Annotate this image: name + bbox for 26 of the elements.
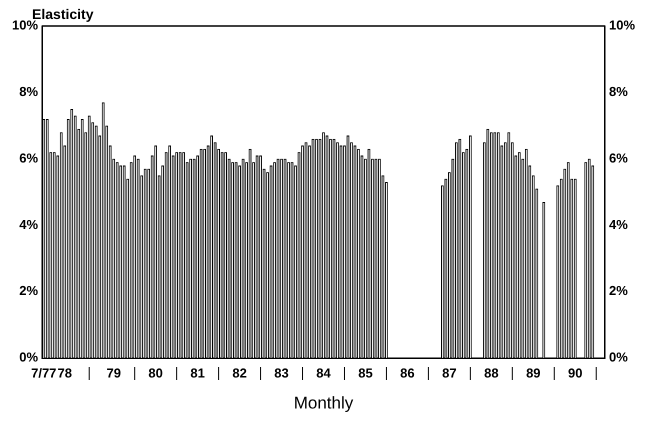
y2-tick-label: 2% <box>608 283 628 298</box>
y-tick-label: 8% <box>19 84 38 99</box>
x-tick-label: 79 <box>106 365 121 380</box>
x-tick-label: 89 <box>526 365 541 380</box>
x-tick-label: 85 <box>358 365 373 380</box>
x-axis-title: Monthly <box>294 393 354 412</box>
x-tick-label: 84 <box>316 365 332 380</box>
y2-tick-label: 8% <box>608 84 628 99</box>
y-tick-label: 4% <box>19 216 38 232</box>
x-tick-label: 78 <box>58 365 72 380</box>
y2-tick-label: 4% <box>608 216 628 232</box>
x-tick-label: 7/77 <box>31 365 56 380</box>
y2-tick-label: 10% <box>608 18 636 33</box>
y-tick-label: 2% <box>19 283 38 298</box>
y2-tick-label: 6% <box>608 150 628 166</box>
x-tick-label: 80 <box>148 365 163 380</box>
x-tick-label: 86 <box>400 365 415 380</box>
x-tick-label: 82 <box>232 365 247 380</box>
y-tick-label: 0% <box>19 350 38 365</box>
x-tick-label: 90 <box>568 365 582 380</box>
x-tick-label: 87 <box>442 365 457 380</box>
y2-tick-label: 0% <box>608 350 628 365</box>
y-tick-label: 6% <box>19 150 38 166</box>
x-tick-label: 88 <box>484 365 499 380</box>
x-tick-label: 81 <box>190 365 205 380</box>
x-tick-label: 83 <box>274 365 289 380</box>
